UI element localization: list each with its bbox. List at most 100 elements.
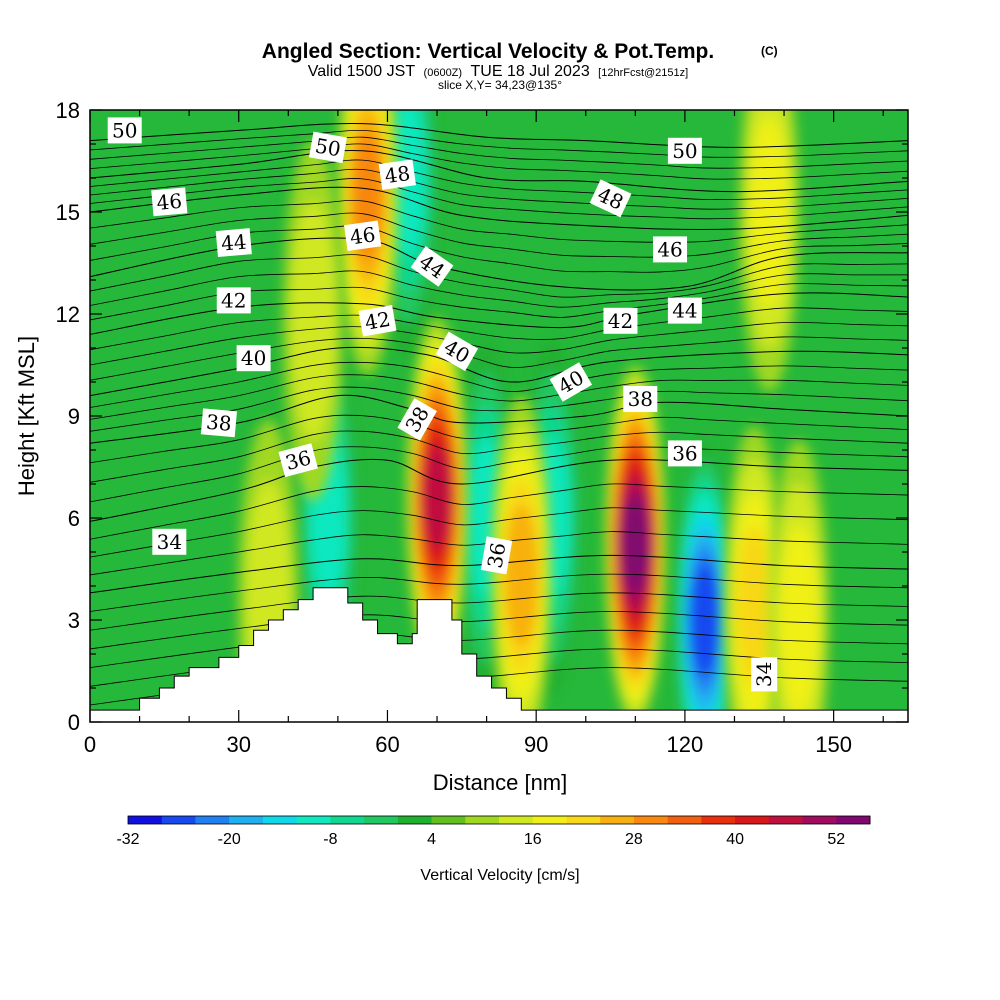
isentrope-50 <box>90 122 908 148</box>
colorbar-swatch <box>701 816 736 824</box>
y-tick-label: 15 <box>56 200 80 225</box>
contour-label-text: 44 <box>672 299 697 323</box>
contour-label-box <box>152 528 187 555</box>
x-tick-label: 120 <box>667 732 704 757</box>
isentrope-minor <box>90 414 908 464</box>
contour-label-text: 46 <box>348 222 377 249</box>
updraft-level <box>504 504 539 647</box>
isentrope-minor <box>90 254 908 298</box>
colorbar-swatch <box>768 816 804 824</box>
contour-label-box <box>397 398 437 441</box>
valid-line: Valid 1500 JST (0600Z) TUE 18 Jul 2023 [… <box>308 63 688 80</box>
contour-label-box <box>653 236 688 263</box>
contour-label-text: 38 <box>628 387 653 411</box>
colorbar-tick-label: 4 <box>427 831 436 848</box>
contour-label-box <box>435 331 479 372</box>
isentrope-minor <box>90 307 908 351</box>
y-tick-label: 9 <box>68 404 80 429</box>
x-tick-label: 30 <box>226 732 250 757</box>
contour-label: 36 <box>480 536 513 575</box>
colorbar-swatch <box>566 816 601 824</box>
colorbar-swatch <box>802 816 837 824</box>
contour-label: 44 <box>215 228 252 258</box>
contour-label-box <box>215 228 252 258</box>
contour-label-box <box>236 345 271 372</box>
contour-label: 40 <box>236 345 271 372</box>
valid-date: TUE 18 Jul 2023 <box>471 63 590 80</box>
downdraft-level <box>689 563 720 677</box>
contour-label: 46 <box>653 236 688 263</box>
contour-label-text: 44 <box>220 230 247 256</box>
colorbar: -32 -20 -8 4 16 28 40 52 <box>116 815 871 848</box>
y-tick-label: 3 <box>68 608 80 633</box>
contour-label-box <box>667 137 702 164</box>
colorbar-label: Vertical Velocity [cm/s] <box>420 867 579 884</box>
colorbar-tick-label: -8 <box>323 831 337 848</box>
colorbar-swatch <box>128 816 163 824</box>
contour-label: 38 <box>200 408 237 438</box>
updraft-cell <box>605 365 666 722</box>
colorbar-swatch <box>397 816 433 824</box>
contour-label-box <box>378 159 417 190</box>
updraft-level <box>779 525 819 715</box>
contour-label-box <box>480 536 513 575</box>
updraft-cell <box>491 395 552 722</box>
slice-info: slice X,Y= 34,23@135° <box>438 78 562 92</box>
isentrope-minor <box>90 270 908 308</box>
contour-label: 38 <box>623 386 658 412</box>
contour-label-text: 36 <box>482 541 510 570</box>
contour-label: 42 <box>216 287 251 314</box>
isentrope-minor <box>90 168 908 210</box>
contour-label-text: 34 <box>752 662 776 687</box>
y-tick-label: 12 <box>56 302 80 327</box>
colorbar-tick-label: 52 <box>827 831 845 848</box>
valid-time: Valid 1500 JST <box>308 63 416 80</box>
forecast-info: [12hrFcst@2151z] <box>598 67 688 79</box>
contour-label-box <box>344 220 382 252</box>
contour-label-box <box>216 287 251 314</box>
isentrope-minor <box>90 143 908 180</box>
isentrope-minor <box>90 386 908 432</box>
colorbar-swatch <box>667 816 702 824</box>
colorbar-swatch <box>465 816 500 824</box>
contour-label-text: 34 <box>157 530 182 554</box>
updraft-level <box>422 446 452 550</box>
contour-label: 50 <box>308 131 347 164</box>
contour-label-text: 40 <box>241 346 266 370</box>
contour-label-text: 42 <box>363 307 392 335</box>
isentrope-48 <box>90 150 908 193</box>
contour-label: 36 <box>667 440 702 467</box>
contour-label: 50 <box>667 137 702 164</box>
colorbar-swatch <box>195 816 230 824</box>
contour-label-box <box>667 297 702 324</box>
isentrope-minor <box>90 446 908 503</box>
colorbar-swatch <box>330 816 365 824</box>
contour-label-text: 46 <box>657 237 682 261</box>
contour-label: 36 <box>278 443 319 478</box>
colorbar-swatch <box>296 816 331 824</box>
contour-label-text: 50 <box>112 118 137 142</box>
y-axis-label: Height [Kft MSL] <box>14 336 39 496</box>
potential-temperature-contours <box>90 122 908 706</box>
contour-label: 34 <box>751 657 778 692</box>
colorbar-swatch <box>836 816 871 824</box>
valid-zulu: (0600Z) <box>424 67 463 79</box>
x-tick-label: 60 <box>375 732 399 757</box>
contour-label-box <box>549 362 593 402</box>
copyright-mark: (C) <box>761 44 778 58</box>
colorbar-swatch <box>364 816 399 824</box>
isentrope-minor <box>90 592 908 631</box>
updraft-level <box>736 526 773 687</box>
isentrope-minor <box>90 507 908 558</box>
isentrope-36 <box>90 458 908 522</box>
isentrope-minor <box>90 159 908 200</box>
contour-label-box <box>623 386 658 412</box>
updraft-level <box>621 497 650 594</box>
colorbar-tick-label: 40 <box>726 831 744 848</box>
colorbar-swatch <box>600 816 635 824</box>
contour-label-box <box>308 131 347 164</box>
colorbar-tick-label: -20 <box>218 831 241 848</box>
